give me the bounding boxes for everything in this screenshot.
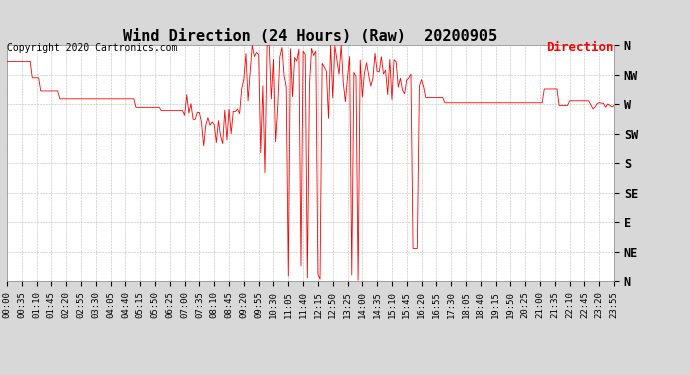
Text: Direction: Direction xyxy=(546,40,614,54)
Title: Wind Direction (24 Hours) (Raw)  20200905: Wind Direction (24 Hours) (Raw) 20200905 xyxy=(124,29,497,44)
Text: Copyright 2020 Cartronics.com: Copyright 2020 Cartronics.com xyxy=(7,43,177,52)
